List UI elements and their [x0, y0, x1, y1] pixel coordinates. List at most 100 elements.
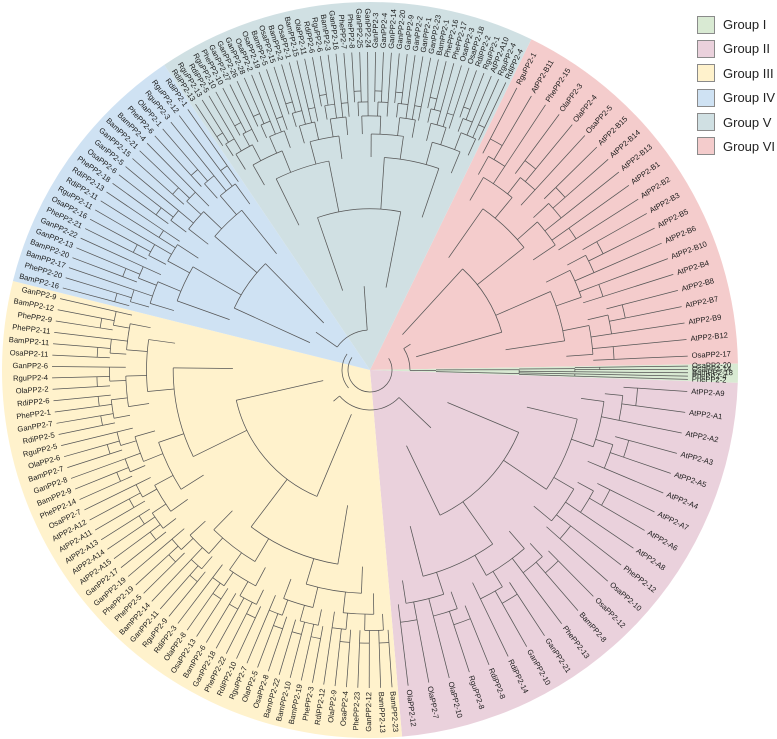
- internal-branch: [234, 307, 311, 343]
- terminal-branch: [564, 159, 609, 198]
- terminal-branch: [388, 642, 393, 688]
- internal-branch: [337, 505, 348, 565]
- internal-branch: [147, 388, 175, 392]
- internal-branch: [155, 531, 167, 541]
- internal-branch: [325, 94, 329, 106]
- clade-arc: [588, 325, 594, 355]
- internal-branch: [100, 327, 113, 331]
- terminal-branch: [208, 95, 235, 139]
- leaf-label: PhePP2-23: [351, 692, 361, 731]
- internal-branch: [186, 200, 202, 215]
- internal-branch: [529, 543, 543, 557]
- internal-branch: [562, 325, 590, 332]
- internal-branch: [511, 558, 524, 573]
- terminal-branch: [501, 95, 532, 146]
- terminal-branch: [559, 538, 608, 582]
- terminal-branch: [614, 355, 688, 360]
- clade-arc: [483, 177, 513, 198]
- leaf-label: GanPP2-12: [364, 692, 373, 732]
- group-stem: [333, 395, 340, 402]
- internal-branch: [548, 550, 559, 562]
- clade-arc: [172, 367, 194, 457]
- internal-branch: [281, 599, 289, 616]
- terminal-branch: [195, 103, 218, 137]
- internal-branch: [353, 91, 356, 103]
- internal-branch: [177, 300, 230, 321]
- internal-branch: [178, 210, 194, 224]
- leaf-label: RguPP2-4: [13, 373, 48, 383]
- internal-branch: [448, 208, 484, 258]
- sector-group-v: [164, 1, 532, 371]
- internal-branch: [163, 230, 180, 242]
- terminal-branch: [196, 598, 222, 637]
- internal-branch: [380, 157, 385, 210]
- internal-branch: [436, 111, 442, 125]
- internal-branch: [406, 445, 441, 516]
- internal-branch: [148, 255, 167, 265]
- internal-branch: [345, 117, 349, 136]
- internal-branch: [180, 474, 204, 490]
- internal-branch: [181, 538, 194, 550]
- leaf-label: RdiPP2-6: [17, 396, 50, 408]
- clade-arc: [158, 442, 182, 490]
- internal-branch: [233, 138, 242, 152]
- internal-branch: [116, 427, 133, 433]
- terminal-branch: [574, 371, 688, 374]
- terminal-branch: [57, 309, 102, 319]
- internal-branch: [457, 118, 464, 132]
- internal-branch: [170, 220, 187, 233]
- terminal-branch: [463, 70, 477, 108]
- internal-branch: [582, 241, 597, 251]
- terminal-branch: [436, 61, 447, 100]
- internal-branch: [435, 371, 520, 375]
- terminal-branch: [52, 376, 97, 379]
- internal-branch: [216, 136, 224, 147]
- internal-branch: [133, 252, 147, 260]
- internal-branch: [556, 514, 571, 527]
- leaf-label: PhePP2-2: [692, 375, 727, 385]
- group-sectors: [1, 1, 738, 739]
- clade-arc: [250, 526, 338, 565]
- internal-branch: [615, 436, 629, 441]
- terminal-branch: [53, 395, 99, 402]
- clade-arc: [146, 339, 149, 392]
- terminal-branch: [346, 642, 351, 688]
- internal-branch: [454, 132, 462, 150]
- internal-branch: [505, 340, 565, 351]
- terminal-branch: [139, 150, 179, 189]
- internal-branch: [203, 211, 222, 230]
- internal-branch: [102, 422, 116, 426]
- internal-branch: [621, 403, 636, 407]
- internal-branch: [260, 124, 267, 139]
- terminal-branch: [84, 484, 137, 511]
- terminal-branch: [288, 62, 303, 111]
- terminal-branch: [63, 444, 108, 458]
- terminal-branch: [300, 636, 312, 681]
- legend-item-group-vi: Group VI: [697, 136, 775, 157]
- internal-branch: [411, 105, 415, 120]
- terminal-branch: [319, 55, 327, 95]
- internal-branch: [433, 98, 438, 110]
- internal-branch: [319, 95, 322, 107]
- internal-branch: [236, 380, 324, 401]
- internal-branch: [252, 164, 265, 186]
- terminal-branch: [516, 593, 545, 637]
- internal-branch: [189, 520, 206, 536]
- legend-item-group-i: Group I: [697, 14, 775, 35]
- internal-branch: [449, 611, 455, 625]
- terminal-branch: [323, 627, 333, 685]
- internal-branch: [116, 467, 129, 473]
- internal-branch: [220, 170, 233, 187]
- internal-branch: [162, 518, 177, 529]
- internal-branch: [503, 459, 547, 490]
- terminal-branch: [359, 52, 362, 92]
- backbone-arc: [403, 348, 411, 371]
- clade-arc: [239, 595, 257, 605]
- internal-branch: [566, 354, 593, 357]
- terminal-branch: [236, 617, 256, 659]
- internal-branch: [150, 302, 175, 311]
- leaf-label: OsaPP2-11: [10, 348, 49, 359]
- internal-branch: [97, 347, 111, 349]
- terminal-branch: [168, 581, 198, 617]
- terminal-branch: [568, 185, 630, 229]
